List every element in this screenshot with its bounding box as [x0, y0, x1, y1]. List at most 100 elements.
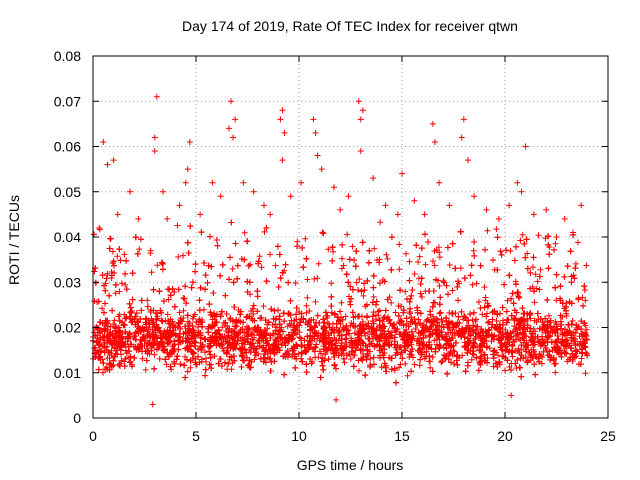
data-point: [524, 342, 531, 349]
data-point: [536, 351, 543, 358]
data-point: [311, 330, 318, 337]
data-point: [449, 310, 456, 317]
data-point: [240, 357, 247, 364]
data-point: [524, 359, 531, 366]
data-point: [572, 260, 579, 267]
data-point: [302, 235, 309, 242]
data-point: [353, 248, 360, 255]
data-point: [479, 311, 486, 318]
data-point: [398, 318, 405, 325]
data-point: [522, 317, 529, 324]
data-point: [156, 327, 163, 334]
data-point: [536, 286, 543, 293]
data-point: [507, 247, 514, 254]
data-point: [575, 361, 582, 368]
data-point: [512, 360, 519, 367]
data-point: [314, 275, 321, 282]
data-point: [277, 334, 284, 341]
data-point: [502, 367, 509, 374]
data-point: [422, 326, 429, 333]
data-point: [530, 254, 537, 261]
data-point: [282, 261, 289, 268]
data-point: [217, 333, 224, 340]
data-point: [109, 260, 116, 267]
data-point: [493, 226, 500, 233]
data-point: [165, 353, 172, 360]
data-point: [436, 282, 443, 289]
data-point: [412, 325, 419, 332]
data-point: [582, 331, 589, 338]
data-point: [106, 292, 113, 299]
data-point: [469, 281, 476, 288]
data-point: [244, 313, 251, 320]
data-point: [127, 309, 134, 316]
data-point: [557, 325, 564, 332]
data-point: [191, 268, 198, 275]
data-point: [490, 355, 497, 362]
data-point: [242, 337, 249, 344]
data-point: [544, 351, 551, 358]
data-point: [544, 334, 551, 341]
data-point: [320, 230, 327, 237]
data-point: [427, 323, 434, 330]
data-point: [393, 379, 400, 386]
data-point: [422, 261, 429, 268]
data-point: [503, 247, 510, 254]
data-point: [114, 351, 121, 358]
data-point: [468, 262, 475, 269]
data-point: [473, 316, 480, 323]
data-point: [518, 316, 525, 323]
data-point: [312, 344, 319, 351]
data-point: [138, 307, 145, 314]
data-point: [452, 339, 459, 346]
data-point: [237, 346, 244, 353]
data-point: [211, 353, 218, 360]
data-point: [303, 255, 310, 262]
data-point: [123, 257, 130, 264]
data-point: [582, 370, 589, 377]
data-point: [398, 349, 405, 356]
data-point: [137, 329, 144, 336]
data-point: [149, 319, 156, 326]
data-point: [402, 360, 409, 367]
data-point: [243, 314, 250, 321]
data-point: [490, 351, 497, 358]
data-point: [499, 353, 506, 360]
data-point: [503, 343, 510, 350]
data-point: [557, 318, 564, 325]
data-point: [244, 326, 251, 333]
data-point: [307, 333, 314, 340]
data-point: [197, 284, 204, 291]
data-point: [210, 289, 217, 296]
data-point: [559, 339, 566, 346]
grid-lines: [93, 56, 608, 418]
data-point: [320, 323, 327, 330]
data-point: [322, 309, 329, 316]
data-point: [188, 284, 195, 291]
data-point: [552, 369, 559, 376]
data-point: [116, 288, 123, 295]
data-point: [437, 309, 444, 316]
data-point: [468, 356, 475, 363]
data-point: [531, 361, 538, 368]
data-point: [325, 344, 332, 351]
data-point: [291, 317, 298, 324]
data-point: [572, 330, 579, 337]
data-point: [360, 347, 367, 354]
data-point: [175, 286, 182, 293]
data-point: [201, 335, 208, 342]
data-point: [347, 301, 354, 308]
data-point: [101, 328, 108, 335]
data-point: [298, 350, 305, 357]
data-point: [373, 298, 380, 305]
data-point: [400, 322, 407, 329]
data-point: [388, 266, 395, 273]
data-point: [202, 366, 209, 373]
data-point: [355, 331, 362, 338]
data-point: [569, 357, 576, 364]
data-point: [114, 253, 121, 260]
data-point: [127, 353, 134, 360]
data-point: [432, 276, 439, 283]
data-point: [122, 315, 129, 322]
data-point: [328, 309, 335, 316]
